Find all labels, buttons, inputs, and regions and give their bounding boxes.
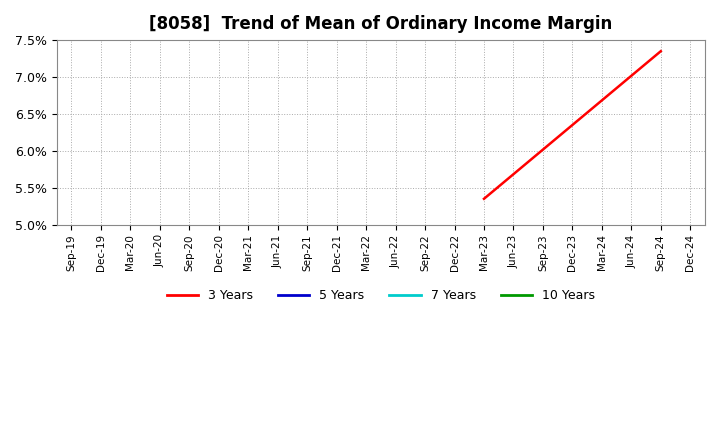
Legend: 3 Years, 5 Years, 7 Years, 10 Years: 3 Years, 5 Years, 7 Years, 10 Years bbox=[162, 284, 600, 307]
Title: [8058]  Trend of Mean of Ordinary Income Margin: [8058] Trend of Mean of Ordinary Income … bbox=[149, 15, 613, 33]
